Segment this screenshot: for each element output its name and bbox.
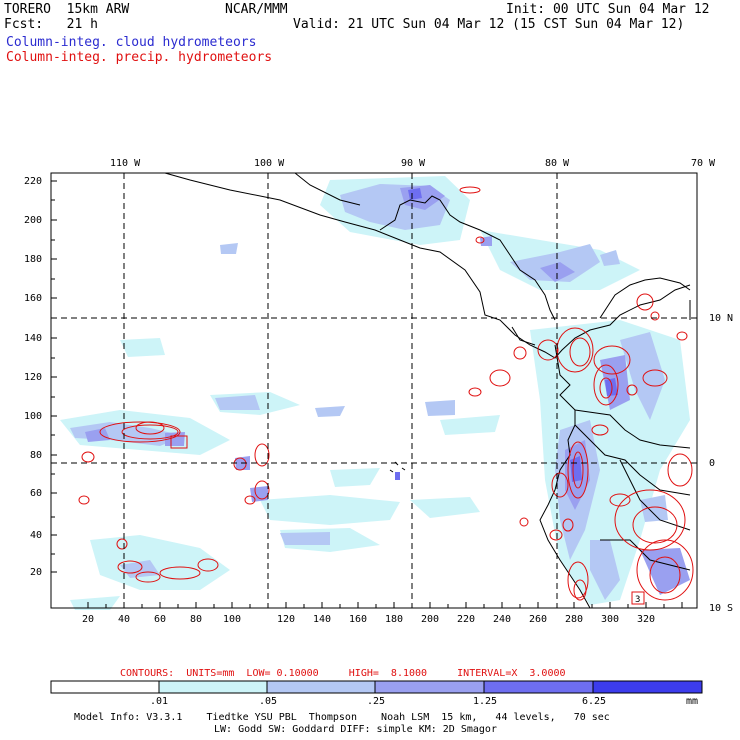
lon-label-110w: 110 W	[110, 158, 141, 169]
model-info: Model Info: V3.3.1 Tiedtke YSU PBL Thomp…	[74, 712, 610, 723]
x-tick-label: 140	[313, 614, 332, 625]
contour-info: CONTOURS: UNITS=mm LOW= 0.10000 HIGH= 8.…	[120, 668, 566, 679]
init-time: Init: 00 UTC Sun 04 Mar 12	[506, 2, 710, 17]
y-tick-label: 60	[30, 488, 43, 499]
map-frame	[50, 172, 698, 609]
lat-label-0: 0	[709, 458, 716, 469]
legend-cloud-label: Column-integ. cloud hydrometeors	[6, 35, 257, 50]
y-tick-label: 120	[24, 372, 43, 383]
x-tick-label: 100	[223, 614, 242, 625]
x-tick-label: 160	[349, 614, 368, 625]
lon-label-100w: 100 W	[254, 158, 285, 169]
x-tick-label: 20	[82, 614, 95, 625]
x-tick-label: 40	[118, 614, 131, 625]
lon-label-80w: 80 W	[545, 158, 570, 169]
colorbar-label: 6.25	[582, 696, 607, 707]
valid-time: Valid: 21 UTC Sun 04 Mar 12 (15 CST Sun …	[293, 17, 685, 32]
lat-label-10s: 10 S	[709, 603, 734, 614]
x-tick-marks	[87, 602, 683, 608]
x-tick-label: 320	[637, 614, 656, 625]
physics-info: LW: Godd SW: Goddard DIFF: simple KM: 2D…	[214, 724, 497, 735]
legend-precip-label: Column-integ. precip. hydrometeors	[6, 50, 273, 65]
colorbar-label: .01	[150, 696, 169, 707]
y-tick-label: 20	[30, 567, 43, 578]
lat-label-10n: 10 N	[709, 313, 734, 324]
cloud-field	[60, 176, 690, 610]
colorbar-label: .25	[367, 696, 386, 707]
y-tick-label: 40	[30, 530, 43, 541]
x-tick-label: 280	[565, 614, 584, 625]
colorbar-label: 1.25	[473, 696, 498, 707]
lon-label-70w: 70 W	[691, 158, 716, 169]
x-tick-label: 80	[190, 614, 203, 625]
center-label: NCAR/MMM	[225, 2, 288, 17]
x-tick-label: 200	[421, 614, 440, 625]
lon-label-90w: 90 W	[401, 158, 426, 169]
y-tick-label: 180	[24, 254, 43, 265]
y-tick-label: 80	[30, 450, 43, 461]
colorbar-label: .05	[259, 696, 278, 707]
x-tick-label: 180	[385, 614, 404, 625]
y-tick-label: 100	[24, 411, 43, 422]
x-tick-label: 120	[277, 614, 296, 625]
y-tick-label: 200	[24, 215, 43, 226]
precip-contours	[78, 186, 694, 605]
y-tick-label: 220	[24, 176, 43, 187]
colorbar-unit: mm	[686, 696, 699, 707]
latlon-grid	[51, 173, 697, 608]
y-tick-label: 160	[24, 293, 43, 304]
y-tick-label: 140	[24, 333, 43, 344]
forecast-hour: Fcst: 21 h	[4, 17, 98, 32]
x-tick-label: 220	[457, 614, 476, 625]
x-tick-label: 240	[493, 614, 512, 625]
model-title: TORERO 15km ARW	[4, 2, 130, 17]
x-tick-label: 60	[154, 614, 167, 625]
x-tick-label: 300	[601, 614, 620, 625]
colorbar	[50, 680, 703, 694]
contour-mark-label: 3	[635, 595, 640, 605]
y-tick-marks	[51, 180, 57, 573]
x-tick-label: 260	[529, 614, 548, 625]
